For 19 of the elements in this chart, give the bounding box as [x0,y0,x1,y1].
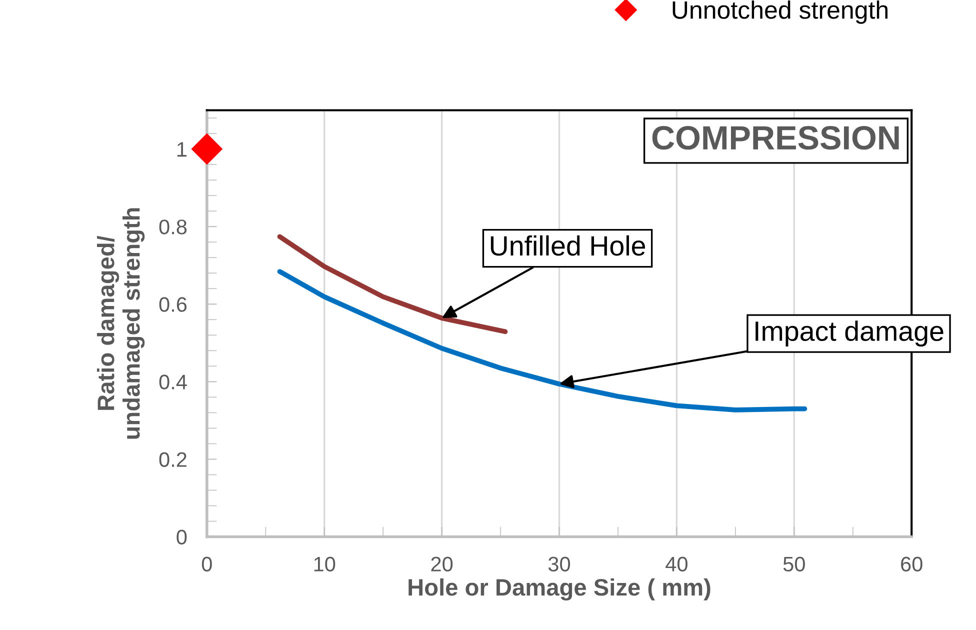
y-tick-label: 0.4 [159,374,187,390]
annotation: Unfilled Hole [490,235,646,256]
x-tick-label: 30 [548,556,570,572]
annotation: Impact damage [756,320,944,347]
y-tick-label: 1 [177,142,186,157]
y-axis-title: Ratio damaged/ undamaged strength [96,208,145,439]
x-tick-label: 60 [901,556,922,572]
annotation: COMPRESSION [652,126,899,150]
x-axis-title: Hole or Damage Size ( mm) [408,578,710,601]
y-tick-label: 0.2 [159,452,186,467]
x-tick-label: 10 [314,556,336,572]
x-tick-label: 0 [202,556,212,572]
y-tick-label: 0 [176,530,187,545]
y-tick-label: 0.6 [159,297,187,312]
x-tick-label: 50 [783,556,805,572]
legend-label: Unnotched strength [672,0,888,24]
y-tick-label: 0.8 [159,220,187,234]
x-tick-label: 20 [431,556,453,572]
x-tick-label: 40 [666,556,688,572]
